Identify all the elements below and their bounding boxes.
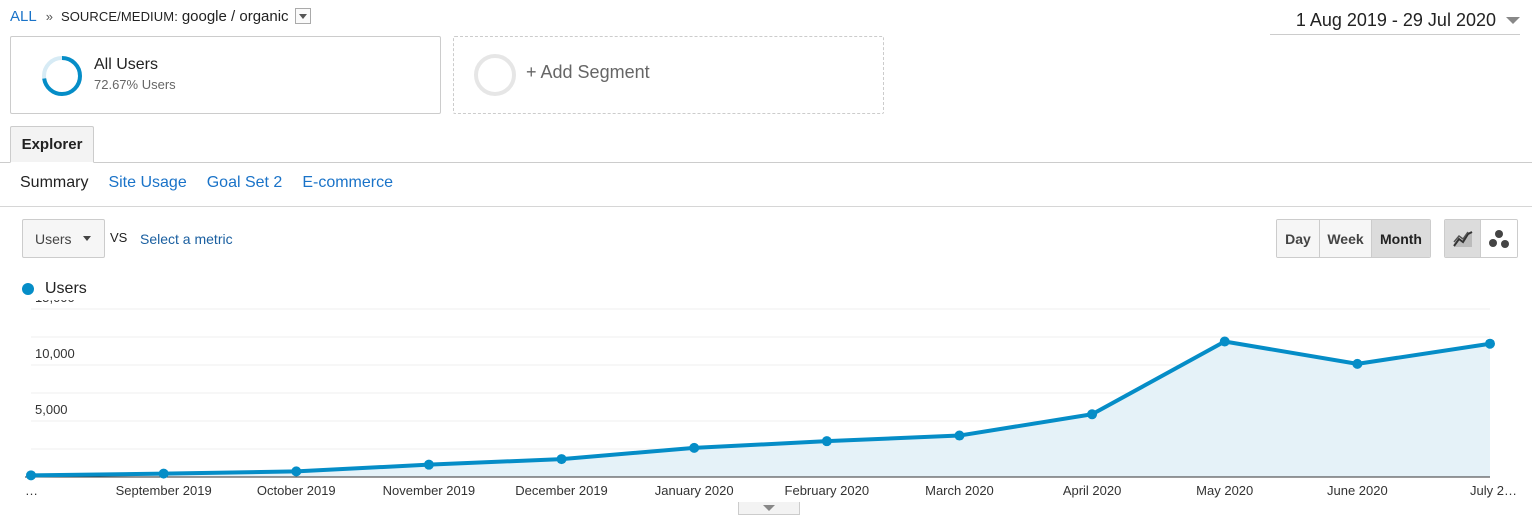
x-tick-label: October 2019 bbox=[257, 483, 336, 498]
add-segment-button[interactable]: + Add Segment bbox=[453, 36, 884, 114]
data-point bbox=[821, 436, 832, 447]
segment-title: All Users bbox=[94, 56, 159, 73]
breadcrumb-dimension: SOURCE/MEDIUM bbox=[60, 8, 175, 24]
data-point bbox=[158, 468, 169, 479]
breadcrumb-separator: » bbox=[45, 8, 53, 24]
series-line bbox=[30, 339, 1491, 478]
chart-legend: Users bbox=[22, 280, 87, 298]
subtab-ecommerce[interactable]: E-commerce bbox=[302, 174, 394, 191]
segment-donut-icon bbox=[42, 56, 82, 96]
breadcrumb-colon: : bbox=[174, 8, 178, 24]
x-tick-label: July 2… bbox=[1470, 483, 1517, 498]
motion-chart-icon bbox=[1489, 229, 1509, 248]
line-chart-button[interactable] bbox=[1445, 220, 1481, 257]
data-point bbox=[954, 430, 965, 441]
data-point bbox=[1219, 336, 1230, 347]
granularity-month-button[interactable]: Month bbox=[1372, 220, 1430, 257]
legend-label: Users bbox=[45, 280, 87, 297]
line-chart-icon bbox=[1452, 230, 1472, 247]
data-point bbox=[689, 442, 700, 453]
date-range-text: 1 Aug 2019 - 29 Jul 2020 bbox=[1295, 10, 1496, 30]
select-metric-link[interactable]: Select a metric bbox=[140, 231, 233, 247]
x-tick-label: March 2020 bbox=[925, 483, 994, 498]
chevron-down-icon bbox=[298, 13, 307, 19]
chart-type-toggle bbox=[1444, 219, 1518, 258]
subtab-summary[interactable]: Summary bbox=[20, 174, 89, 191]
metric-select-label: Users bbox=[35, 230, 72, 247]
data-point bbox=[26, 470, 36, 481]
segment-subtitle: 72.67% Users bbox=[94, 77, 176, 92]
granularity-week-button[interactable]: Week bbox=[1320, 220, 1372, 257]
subtab-site-usage[interactable]: Site Usage bbox=[108, 174, 187, 191]
x-tick-label: April 2020 bbox=[1063, 483, 1122, 498]
data-point bbox=[1087, 409, 1098, 420]
collapse-chart-button[interactable] bbox=[738, 502, 800, 515]
users-area-chart: 5,000 10,000 15,000 … September 2019 October … bbox=[25, 300, 1517, 498]
breadcrumb-dropdown-button[interactable] bbox=[294, 8, 311, 24]
data-point bbox=[1485, 338, 1495, 349]
data-point bbox=[1352, 358, 1363, 369]
breadcrumb-all-link[interactable]: ALL bbox=[10, 7, 37, 25]
add-segment-label: + Add Segment bbox=[526, 62, 650, 82]
subtab-divider bbox=[0, 206, 1532, 207]
data-point bbox=[291, 466, 302, 477]
chevron-down-icon bbox=[1506, 17, 1520, 24]
data-point bbox=[423, 459, 434, 470]
date-range-picker[interactable]: 1 Aug 2019 - 29 Jul 2020 bbox=[1270, 7, 1520, 35]
chevron-down-icon bbox=[82, 236, 91, 241]
x-tick-label: September 2019 bbox=[116, 483, 212, 498]
granularity-toggle: Day Week Month bbox=[1276, 219, 1431, 258]
x-tick-label: June 2020 bbox=[1327, 483, 1388, 498]
x-tick-label: November 2019 bbox=[383, 483, 476, 498]
x-tick-label: … bbox=[25, 483, 38, 498]
x-tick-label: December 2019 bbox=[515, 483, 608, 498]
segment-all-users[interactable]: All Users 72.67% Users bbox=[10, 36, 441, 114]
y-tick-label: 5,000 bbox=[35, 402, 68, 417]
x-tick-label: February 2020 bbox=[785, 483, 870, 498]
vs-label: VS bbox=[110, 230, 128, 245]
x-tick-label: January 2020 bbox=[655, 483, 734, 498]
breadcrumb-value: google / organic bbox=[181, 7, 289, 25]
y-tick-label: 10,000 bbox=[35, 346, 75, 361]
breadcrumb: ALL » SOURCE/MEDIUM : google / organic bbox=[10, 6, 311, 26]
subtab-goal-set-2[interactable]: Goal Set 2 bbox=[206, 174, 283, 191]
series-area bbox=[31, 341, 1490, 477]
x-tick-label: May 2020 bbox=[1196, 483, 1253, 498]
data-point bbox=[556, 454, 567, 465]
chevron-down-icon bbox=[763, 505, 775, 511]
tab-explorer[interactable]: Explorer bbox=[10, 126, 94, 163]
metric-select[interactable]: Users bbox=[22, 219, 105, 258]
motion-chart-button[interactable] bbox=[1481, 220, 1517, 257]
empty-segment-icon bbox=[474, 54, 516, 96]
tab-divider bbox=[0, 162, 1532, 163]
explorer-subtabs: Summary Site Usage Goal Set 2 E-commerce bbox=[20, 174, 413, 192]
y-tick-label: 15,000 bbox=[35, 300, 75, 305]
legend-marker bbox=[22, 283, 34, 295]
granularity-day-button[interactable]: Day bbox=[1277, 220, 1320, 257]
